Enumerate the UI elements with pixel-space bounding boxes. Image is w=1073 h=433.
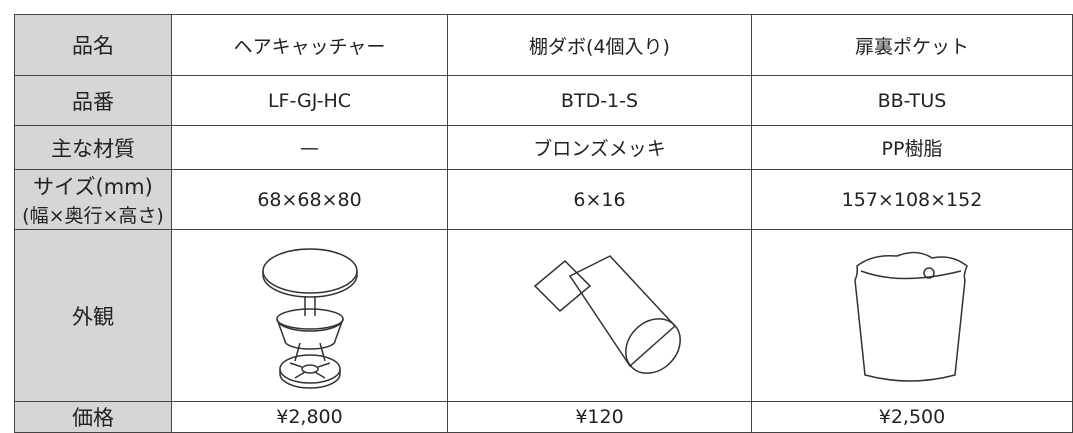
table-cell: LF-GJ-HC xyxy=(171,75,448,126)
row-header: 価格 xyxy=(14,401,172,433)
table-cell: BB-TUS xyxy=(751,75,1073,126)
table-body: 品名 ヘアキャッチャー 棚ダボ(4個入り) 扉裏ポケット品番 LF-GJ-HC BTD-1… xyxy=(14,14,1073,433)
table-row: 品名 ヘアキャッチャー 棚ダボ(4個入り) 扉裏ポケット xyxy=(14,14,1073,76)
shelf-dowel-image xyxy=(533,254,681,374)
table-row: 外観 xyxy=(14,229,1073,402)
door-pocket-image xyxy=(854,251,968,382)
table-row: 価格 ¥2,800 ¥120 ¥2,500 xyxy=(14,401,1073,433)
table-cell: PP樹脂 xyxy=(751,125,1073,170)
row-header: 主な材質 xyxy=(14,125,172,170)
table-cell: BTD-1-S xyxy=(447,75,752,126)
table-cell: — xyxy=(171,125,448,170)
table-cell: ブロンズメッキ xyxy=(447,125,752,170)
table-cell: 扉裏ポケット xyxy=(751,14,1073,76)
table-cell: 68×68×80 xyxy=(171,169,448,230)
row-header-text: 品名 xyxy=(72,34,114,58)
row-header-text: サイズ(mm) xyxy=(33,175,153,199)
image-cell xyxy=(171,229,448,402)
row-header: 品名 xyxy=(14,14,172,76)
table-row: サイズ(mm) (幅×奥行×高さ) 68×68×80 6×16 157×108×152 xyxy=(14,169,1073,230)
row-header-text: (幅×奥行×高さ) xyxy=(22,205,164,227)
table-row: 品番 LF-GJ-HC BTD-1-S BB-TUS xyxy=(14,75,1073,126)
table-cell: 6×16 xyxy=(447,169,752,230)
table-cell: 157×108×152 xyxy=(751,169,1073,230)
row-header-text: 外観 xyxy=(72,304,114,329)
table-cell: ヘアキャッチャー xyxy=(171,14,448,76)
row-header-text: 主な材質 xyxy=(51,136,135,161)
table-cell: ¥2,800 xyxy=(171,401,448,433)
table-cell: 棚ダボ(4個入り) xyxy=(447,14,752,76)
spec-table: 品名 ヘアキャッチャー 棚ダボ(4個入り) 扉裏ポケット品番 LF-GJ-HC BTD-1… xyxy=(14,14,1073,433)
table-cell: ¥2,500 xyxy=(751,401,1073,433)
table-cell: ¥120 xyxy=(447,401,752,433)
row-header: サイズ(mm) (幅×奥行×高さ) xyxy=(14,169,172,230)
image-cell xyxy=(751,229,1073,402)
row-header: 品番 xyxy=(14,75,172,126)
image-cell xyxy=(447,229,752,402)
table-row: 主な材質 — ブロンズメッキ PP樹脂 xyxy=(14,125,1073,170)
row-header: 外観 xyxy=(14,229,172,402)
row-header-text: 品番 xyxy=(72,89,114,114)
hair-catcher-image xyxy=(261,247,358,389)
row-header-text: 価格 xyxy=(72,406,114,430)
